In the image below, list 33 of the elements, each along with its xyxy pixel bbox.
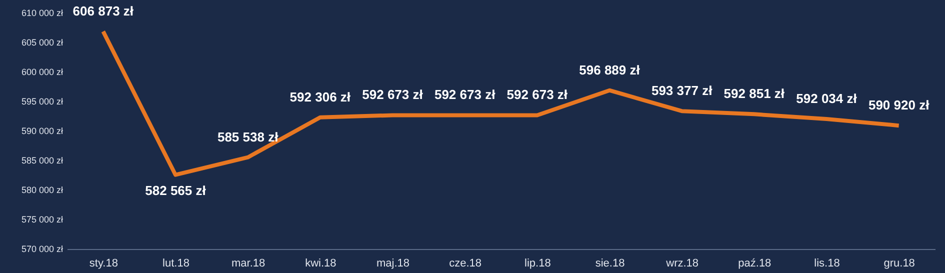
x-tick-label: lut.18 (162, 258, 190, 270)
data-label: 592 673 zł (506, 87, 568, 102)
data-label: 592 851 zł (724, 86, 785, 102)
data-label: 592 306 zł (290, 89, 351, 104)
x-tick-label: sie.18 (595, 258, 625, 270)
x-tick-label: lip.18 (524, 258, 551, 270)
y-tick-label: 600 000 zł (21, 67, 63, 77)
y-tick-label: 595 000 zł (21, 96, 63, 106)
x-tick-label: maj.18 (376, 258, 410, 270)
y-tick-label: 570 000 zł (21, 244, 63, 254)
y-tick-label: 610 000 zł (21, 8, 63, 18)
x-tick-label: cze.18 (449, 258, 482, 270)
data-label: 606 873 zł (72, 3, 134, 18)
data-label: 585 538 zł (217, 129, 279, 144)
data-label: 596 889 zł (579, 62, 640, 78)
x-tick-label: paź.18 (738, 258, 772, 270)
x-tick-label: sty.18 (89, 258, 118, 270)
x-tick-label: gru.18 (884, 258, 915, 270)
x-tick-label: wrz.18 (665, 258, 699, 270)
y-tick-label: 590 000 zł (21, 126, 63, 136)
data-label: 593 377 zł (651, 83, 713, 98)
y-tick-label: 580 000 zł (21, 185, 63, 195)
y-tick-label: 575 000 zł (21, 214, 63, 224)
data-label: 582 565 zł (145, 182, 206, 198)
data-label: 592 034 zł (796, 91, 858, 106)
x-tick-label: lis.18 (814, 258, 840, 270)
data-label: 592 673 zł (434, 87, 496, 102)
data-label: 592 673 zł (362, 87, 424, 102)
x-tick-label: kwi.18 (305, 258, 336, 270)
x-tick-label: mar.18 (232, 258, 266, 270)
data-label: 590 920 zł (868, 98, 930, 113)
y-tick-label: 605 000 zł (21, 38, 63, 48)
y-tick-label: 585 000 zł (21, 156, 63, 166)
